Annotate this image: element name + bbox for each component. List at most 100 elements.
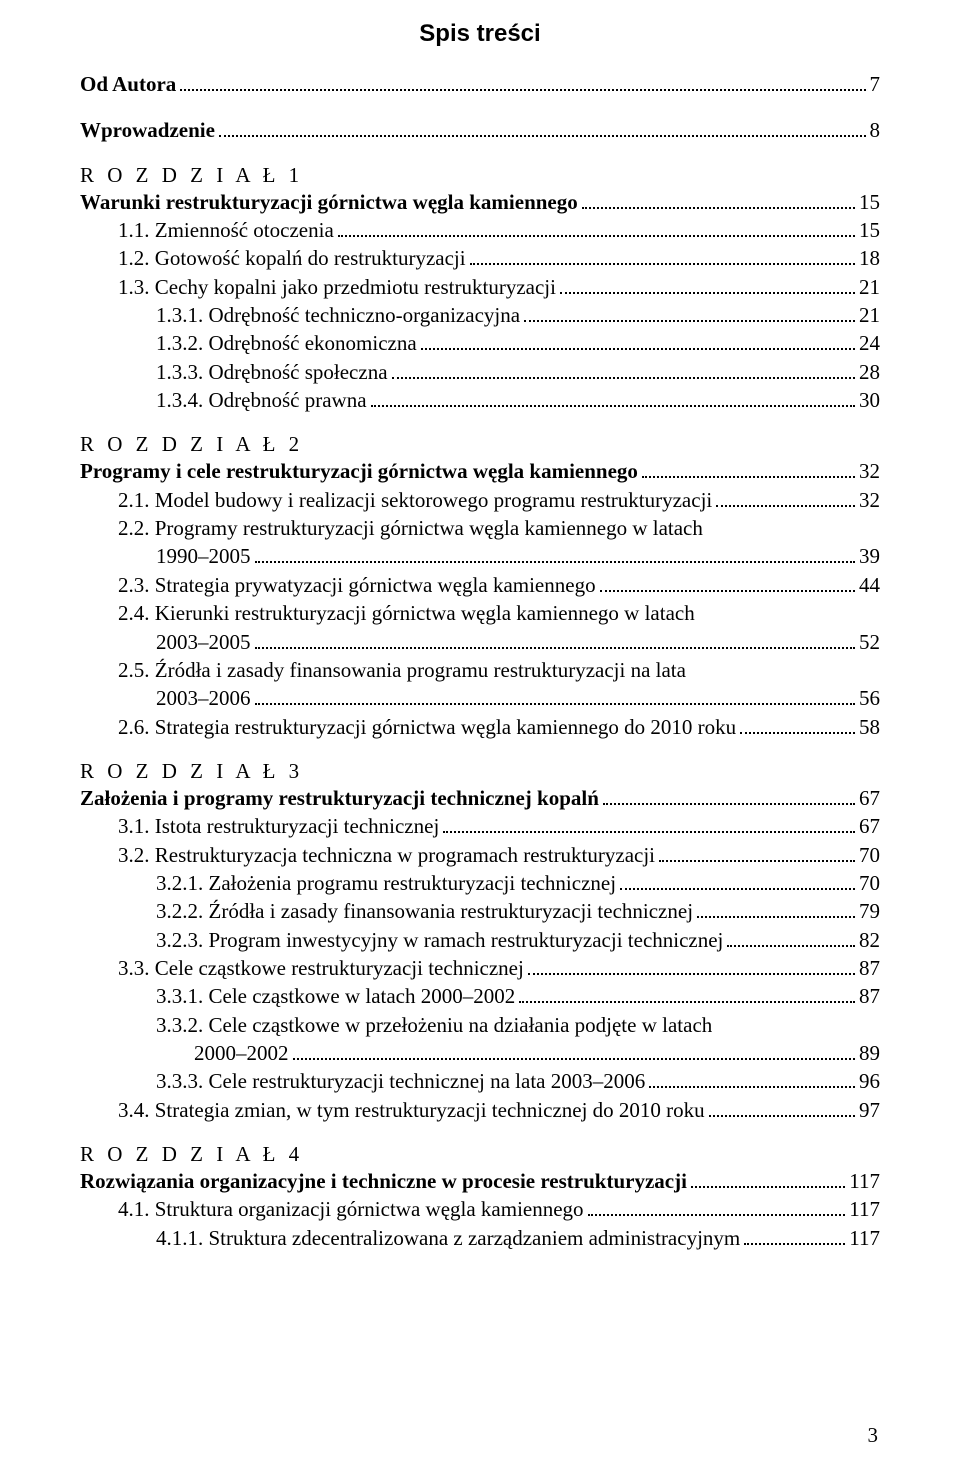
toc-entry-page: 56 [859, 684, 880, 712]
toc-entry: 1.2. Gotowość kopalń do restrukturyzacji… [80, 244, 880, 272]
toc-entry-text: 2.6. Strategia restrukturyzacji górnictw… [118, 713, 736, 741]
toc-entry-text: Wprowadzenie [80, 116, 215, 144]
toc-entry-text: 1.3. Cechy kopalni jako przedmiotu restr… [118, 273, 556, 301]
toc-entry-page: 67 [859, 784, 880, 812]
toc-entry: 2.5. Źródła i zasady finansowania progra… [80, 656, 880, 684]
toc-entry-page: 117 [849, 1224, 880, 1252]
toc-entry-text: 3.2. Restrukturyzacja techniczna w progr… [118, 841, 655, 869]
toc-leader-dots [338, 218, 855, 237]
toc-leader-dots [620, 871, 855, 890]
toc-entry-text: Programy i cele restrukturyzacji górnict… [80, 457, 638, 485]
toc-leader-dots [470, 247, 855, 266]
toc-leader-dots [443, 814, 855, 833]
toc-leader-dots [524, 303, 855, 322]
toc-entry-page: 87 [859, 982, 880, 1010]
toc-leader-dots [716, 488, 855, 507]
toc-leader-dots [392, 360, 855, 379]
toc-leader-dots [744, 1226, 845, 1245]
toc-leader-dots [740, 715, 855, 734]
toc-leader-dots [255, 545, 856, 564]
toc-leader-dots [649, 1070, 855, 1089]
toc-entry-page: 117 [849, 1167, 880, 1195]
toc-entry: 1.3.2. Odrębność ekonomiczna 24 [80, 329, 880, 357]
toc-entry-page: 30 [859, 386, 880, 414]
toc-entry: 3.3. Cele cząstkowe restrukturyzacji tec… [80, 954, 880, 982]
toc-entry-text: 1.3.4. Odrębność prawna [156, 386, 367, 414]
toc-entry-page: 15 [859, 216, 880, 244]
toc-leader-dots [659, 843, 855, 862]
toc-entry-text: 2.2. Programy restrukturyzacji górnictwa… [118, 514, 703, 542]
toc-entry: 2000–2002 89 [80, 1039, 880, 1067]
page-container: Spis treści Od Autora 7Wprowadzenie 8R O… [0, 0, 960, 1478]
toc-entry-page: 52 [859, 628, 880, 656]
toc-entry-text: 2.4. Kierunki restrukturyzacji górnictwa… [118, 599, 695, 627]
toc-entry-text: 3.2.2. Źródła i zasady finansowania rest… [156, 897, 693, 925]
toc-entry-page: 96 [859, 1067, 880, 1095]
toc-entry-text: 3.3.3. Cele restrukturyzacji technicznej… [156, 1067, 645, 1095]
toc-entry: 2.1. Model budowy i realizacji sektorowe… [80, 486, 880, 514]
toc-entry-text: 3.2.3. Program inwestycyjny w ramach res… [156, 926, 723, 954]
toc-entry-text: 2003–2006 [156, 684, 251, 712]
toc-entry: 3.2.3. Program inwestycyjny w ramach res… [80, 926, 880, 954]
toc-leader-dots [219, 119, 866, 138]
toc-leader-dots [421, 332, 855, 351]
toc-entry: 1.3.3. Odrębność społeczna 28 [80, 358, 880, 386]
toc-leader-dots [582, 190, 855, 209]
toc-entry-text: Założenia i programy restrukturyzacji te… [80, 784, 599, 812]
toc-entry-page: 24 [859, 329, 880, 357]
toc-entry-page: 21 [859, 273, 880, 301]
chapter-label: R O Z D Z I A Ł 4 [80, 1142, 880, 1167]
toc-entry: 2003–2006 56 [80, 684, 880, 712]
toc-entry-text: Rozwiązania organizacyjne i techniczne w… [80, 1167, 687, 1195]
toc-entry-text: 2.5. Źródła i zasady finansowania progra… [118, 656, 686, 684]
toc-entry: 1.3. Cechy kopalni jako przedmiotu restr… [80, 273, 880, 301]
toc-entry: 1.1. Zmienność otoczenia 15 [80, 216, 880, 244]
toc-entry-page: 117 [849, 1195, 880, 1223]
toc-entry-page: 70 [859, 841, 880, 869]
toc-entry-text: 3.3.1. Cele cząstkowe w latach 2000–2002 [156, 982, 515, 1010]
toc-entry-page: 18 [859, 244, 880, 272]
toc-entry-text: 1990–2005 [156, 542, 251, 570]
toc-entry: 2003–2005 52 [80, 628, 880, 656]
toc-leader-dots [180, 72, 865, 91]
toc-entry: 4.1.1. Struktura zdecentralizowana z zar… [80, 1224, 880, 1252]
toc-entry-page: 32 [859, 486, 880, 514]
toc-entry-text: 3.3.2. Cele cząstkowe w przełożeniu na d… [156, 1011, 712, 1039]
toc-entry-page: 28 [859, 358, 880, 386]
toc-entry: 3.3.2. Cele cząstkowe w przełożeniu na d… [80, 1011, 880, 1039]
toc-leader-dots [528, 956, 855, 975]
toc-entry: 4.1. Struktura organizacji górnictwa węg… [80, 1195, 880, 1223]
toc-leader-dots [371, 388, 855, 407]
toc-entry-page: 58 [859, 713, 880, 741]
toc-entry-text: 2.3. Strategia prywatyzacji górnictwa wę… [118, 571, 596, 599]
toc-entry-page: 32 [859, 457, 880, 485]
toc-entry-page: 67 [859, 812, 880, 840]
toc-entry-text: 1.1. Zmienność otoczenia [118, 216, 334, 244]
page-number: 3 [868, 1423, 879, 1448]
toc-entry-page: 7 [870, 70, 881, 98]
toc-entry: 3.4. Strategia zmian, w tym restrukturyz… [80, 1096, 880, 1124]
toc-leader-dots [727, 928, 855, 947]
toc-entry: Założenia i programy restrukturyzacji te… [80, 784, 880, 812]
toc-entry: Warunki restrukturyzacji górnictwa węgla… [80, 188, 880, 216]
toc-entry: 2.3. Strategia prywatyzacji górnictwa wę… [80, 571, 880, 599]
toc-entry-text: Warunki restrukturyzacji górnictwa węgla… [80, 188, 578, 216]
toc-entry-page: 15 [859, 188, 880, 216]
toc-leader-dots [691, 1169, 845, 1188]
chapter-label: R O Z D Z I A Ł 3 [80, 759, 880, 784]
toc-entry: Od Autora 7 [80, 70, 880, 98]
toc-leader-dots [600, 573, 855, 592]
toc-leader-dots [255, 630, 856, 649]
toc-entry: Programy i cele restrukturyzacji górnict… [80, 457, 880, 485]
toc-entry-text: Od Autora [80, 70, 176, 98]
toc-leader-dots [697, 899, 855, 918]
toc-entry-text: 2.1. Model budowy i realizacji sektorowe… [118, 486, 712, 514]
toc-entry-page: 87 [859, 954, 880, 982]
toc-leader-dots [709, 1098, 855, 1117]
toc-entry-page: 39 [859, 542, 880, 570]
toc-entry-text: 3.3. Cele cząstkowe restrukturyzacji tec… [118, 954, 524, 982]
toc-entry-text: 4.1. Struktura organizacji górnictwa węg… [118, 1195, 584, 1223]
toc-entry-page: 70 [859, 869, 880, 897]
toc-entry-text: 3.4. Strategia zmian, w tym restrukturyz… [118, 1096, 705, 1124]
chapter-label: R O Z D Z I A Ł 2 [80, 432, 880, 457]
